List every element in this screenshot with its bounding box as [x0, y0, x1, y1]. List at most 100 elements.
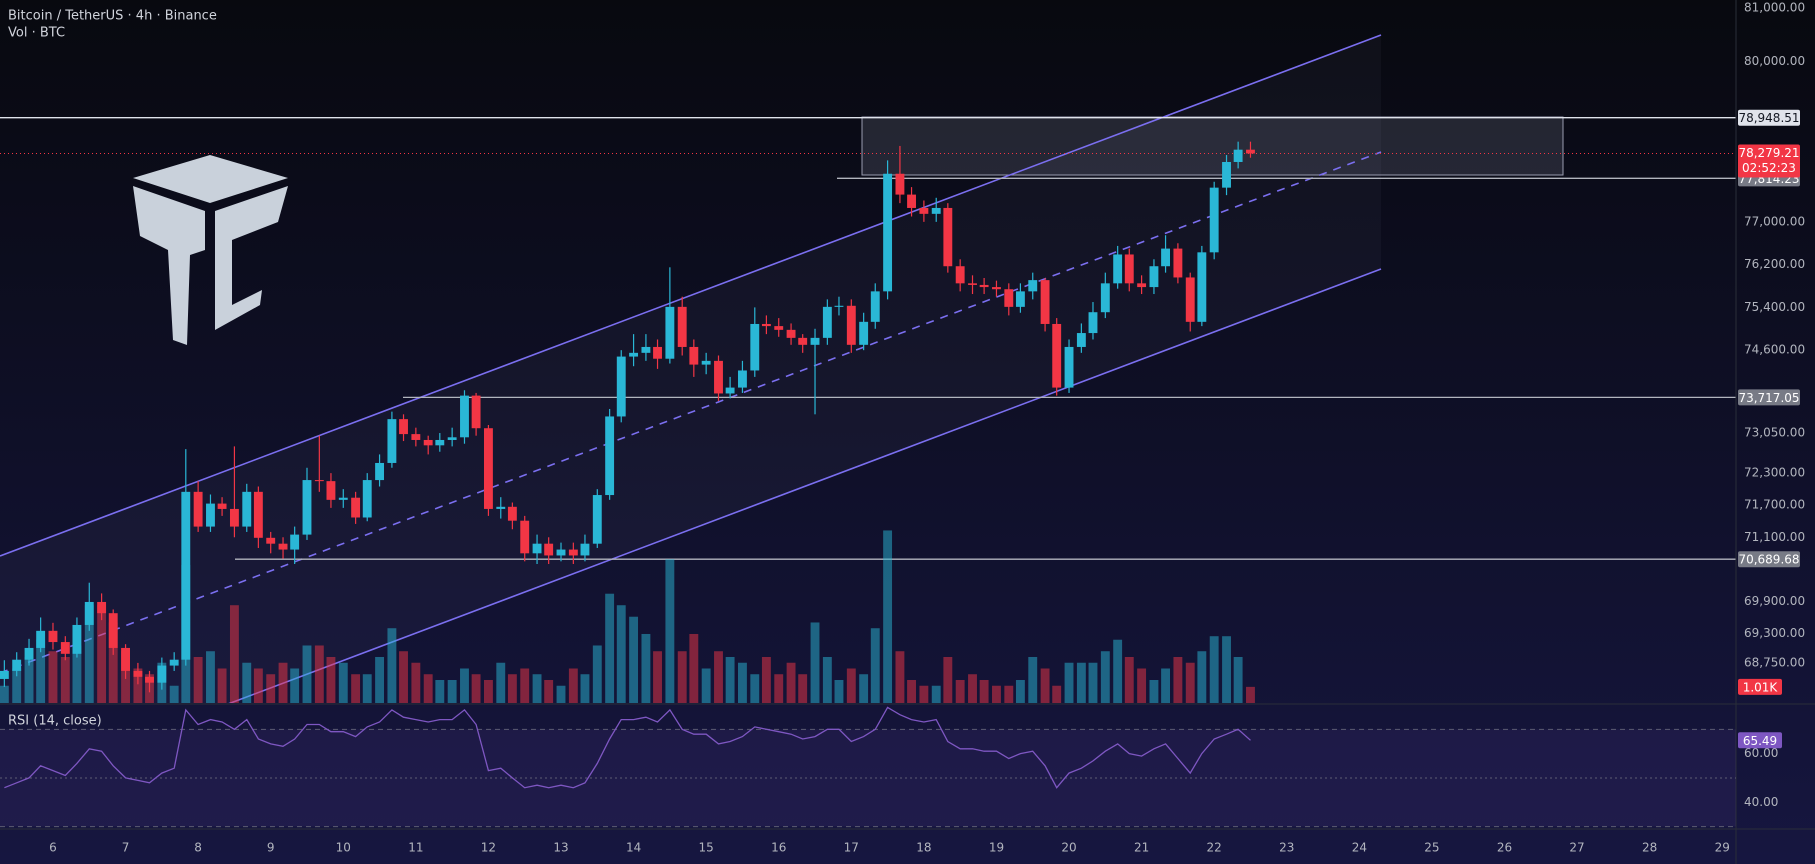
- volume-bar: [870, 628, 880, 703]
- rsi-title: RSI (14, close): [8, 714, 102, 729]
- x-tick-label: 18: [916, 841, 931, 855]
- volume-bar: [326, 656, 336, 703]
- candle-body: [701, 360, 711, 365]
- candle-body: [556, 549, 566, 556]
- candle-body: [133, 670, 143, 677]
- y-tick-label: 81,000.00: [1744, 1, 1805, 15]
- candle-body: [302, 480, 312, 535]
- volume-bar: [242, 662, 252, 703]
- candle-body: [846, 305, 856, 345]
- candle-body: [399, 419, 408, 435]
- candle-body: [242, 491, 252, 527]
- volume-bar: [362, 674, 372, 703]
- volume-bar: [24, 656, 34, 703]
- logo: [133, 155, 288, 345]
- candle-body: [870, 291, 880, 322]
- candle-body: [483, 428, 493, 509]
- x-tick-label: 8: [194, 841, 202, 855]
- candle-body: [471, 395, 481, 429]
- volume-bar: [1064, 662, 1074, 703]
- volume-bar: [895, 651, 905, 703]
- candle-body: [145, 676, 154, 683]
- rsi-label-box: [1738, 732, 1782, 749]
- volume-bar: [605, 593, 615, 703]
- volume-bar: [653, 651, 662, 703]
- rsi-line: [4, 706, 1251, 789]
- candle-body: [520, 520, 530, 554]
- candle-body: [629, 352, 639, 357]
- volume-bar: [217, 668, 227, 703]
- volume-bar: [48, 651, 58, 703]
- volume-bar: [290, 668, 300, 703]
- candle-body: [1100, 283, 1110, 313]
- volume-bar: [12, 668, 22, 703]
- candle-body: [1173, 248, 1183, 278]
- candle-body: [278, 543, 288, 550]
- x-tick-label: 17: [844, 841, 859, 855]
- candle-body: [1113, 254, 1123, 284]
- x-tick-label: 23: [1279, 841, 1294, 855]
- volume-bar: [738, 662, 747, 703]
- volume-bar: [520, 668, 530, 703]
- x-tick-label: 12: [481, 841, 496, 855]
- candle-body: [447, 437, 457, 440]
- x-tick-label: 16: [771, 841, 786, 855]
- candle-body: [60, 642, 70, 654]
- volume-bar: [568, 668, 578, 703]
- candle-body: [411, 434, 421, 440]
- volume-bar: [206, 651, 215, 703]
- channel-mid: [0, 151, 1382, 674]
- candle-body: [12, 659, 22, 671]
- candle-body: [229, 508, 239, 527]
- candle-body: [641, 346, 651, 353]
- candle-body: [774, 326, 784, 330]
- candle-body: [507, 506, 517, 521]
- volume-bar: [169, 685, 179, 703]
- last-price-label: 78,279.21: [1738, 146, 1799, 160]
- y-tick-label: 73,050.00: [1744, 426, 1805, 440]
- candle-body: [217, 503, 227, 509]
- volume-label-box: [1738, 678, 1782, 695]
- volume-bar: [496, 662, 506, 703]
- volume-bar: [677, 651, 687, 703]
- volume-bar: [992, 685, 1001, 703]
- logo-left: [133, 186, 205, 345]
- volume-bar: [931, 685, 941, 703]
- level-label: 70,689.68: [1738, 553, 1799, 567]
- volume-bar: [72, 645, 82, 703]
- volume-bar: [1004, 685, 1014, 703]
- volume-bar: [955, 679, 965, 703]
- candle-body: [1004, 289, 1014, 307]
- volume-bar: [532, 674, 542, 703]
- candle-body: [108, 613, 118, 648]
- volume-bar: [544, 679, 554, 703]
- volume-bar: [351, 674, 361, 703]
- candle-body: [121, 647, 130, 671]
- candle-body: [592, 495, 602, 544]
- x-tick-label: 11: [408, 841, 423, 855]
- y-tick-label: 76,200.00: [1744, 257, 1805, 271]
- volume-bar: [907, 679, 916, 703]
- volume-bar: [810, 622, 820, 703]
- candle-body: [859, 321, 869, 345]
- y-tick-label: 71,100.00: [1744, 530, 1805, 544]
- level-label: 78,948.51: [1738, 111, 1799, 125]
- volume-bar: [859, 674, 869, 703]
- volume-bar: [36, 639, 46, 703]
- volume-bar: [774, 674, 784, 703]
- volume-bar: [641, 633, 651, 703]
- volume-bar: [471, 674, 481, 703]
- volume-bar: [979, 679, 989, 703]
- candle-body: [1137, 283, 1147, 288]
- candle-body: [193, 491, 203, 527]
- volume-bar: [846, 668, 856, 703]
- level-label-box: [1738, 551, 1800, 568]
- volume-bar: [1040, 668, 1050, 703]
- x-tick-label: 28: [1642, 841, 1657, 855]
- logo-top: [133, 155, 288, 203]
- candle-body: [992, 287, 1001, 290]
- candle-body: [919, 207, 929, 214]
- candle-body: [653, 346, 662, 359]
- y-tick-label: 75,400.00: [1744, 300, 1805, 314]
